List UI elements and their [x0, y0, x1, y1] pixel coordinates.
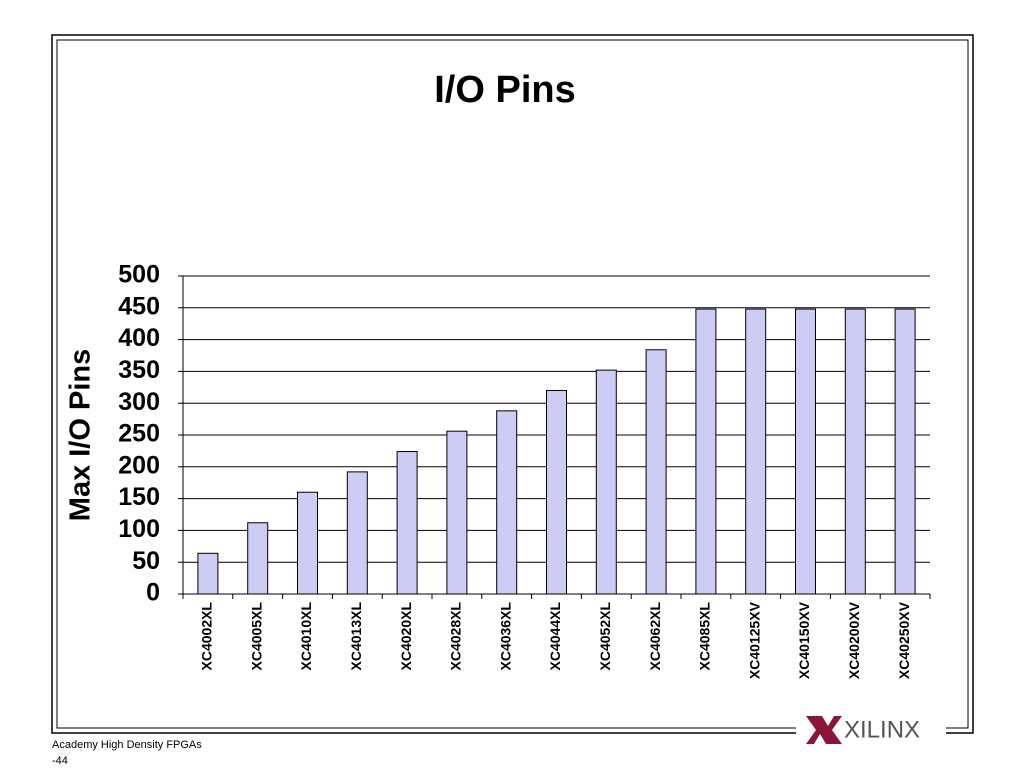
bar	[595, 369, 617, 595]
x-tick-label: XC40125XV	[746, 601, 762, 679]
x-tick-label: XC40200XV	[846, 601, 862, 679]
bar	[396, 451, 418, 595]
x-tick-label: XC4010XL	[298, 602, 314, 671]
logo-mark	[806, 716, 842, 744]
y-tick-label: 300	[118, 388, 160, 416]
footer-text: Academy High Density FPGAs	[52, 739, 202, 751]
x-tick-label: XC40250XV	[896, 601, 912, 679]
x-tick-label: XC4005XL	[248, 602, 264, 671]
bar	[645, 349, 667, 595]
y-tick-label: 350	[118, 356, 160, 384]
x-tick-label: XC40150XV	[796, 601, 812, 679]
y-tick-label: 450	[118, 292, 160, 320]
y-tick-label: 0	[146, 579, 160, 607]
chart-title: I/O Pins	[434, 69, 575, 111]
bar	[795, 308, 816, 595]
x-tick-label: XC4013XL	[348, 602, 364, 671]
y-tick-label: 400	[118, 324, 160, 352]
y-tick-label: 100	[118, 515, 160, 543]
bar	[297, 491, 318, 595]
bar	[546, 389, 567, 595]
x-tick-label: XC4062XL	[647, 602, 663, 671]
x-tick-label: XC4052XL	[597, 602, 613, 671]
y-tick-label: 250	[118, 420, 160, 448]
bar	[844, 308, 866, 595]
x-tick-label: XC4085XL	[697, 602, 713, 671]
outer-frame	[51, 34, 974, 734]
y-axis-label: Max I/O Pins	[65, 349, 97, 521]
page-number: -44	[52, 755, 68, 767]
y-tick-label: 200	[118, 451, 160, 479]
x-tick-label: XC4036XL	[497, 602, 513, 671]
logo-text: XILINX	[844, 716, 920, 743]
bar	[745, 308, 767, 595]
x-tick-label: XC4002XL	[199, 602, 215, 671]
bar	[695, 308, 717, 595]
y-tick-label: 50	[132, 547, 160, 575]
bar	[197, 552, 219, 595]
x-tick-label: XC4020XL	[398, 602, 414, 671]
bar	[894, 308, 916, 595]
logo: XILINX	[806, 716, 920, 744]
bar	[446, 430, 468, 595]
x-tick-label: XC4028XL	[448, 602, 464, 671]
bar	[346, 471, 368, 595]
bar	[247, 522, 269, 595]
bar	[496, 410, 518, 595]
y-tick-label: 150	[118, 483, 160, 511]
y-tick-label: 500	[118, 261, 160, 289]
x-tick-label: XC4044XL	[547, 602, 563, 671]
inner-frame	[56, 39, 969, 729]
